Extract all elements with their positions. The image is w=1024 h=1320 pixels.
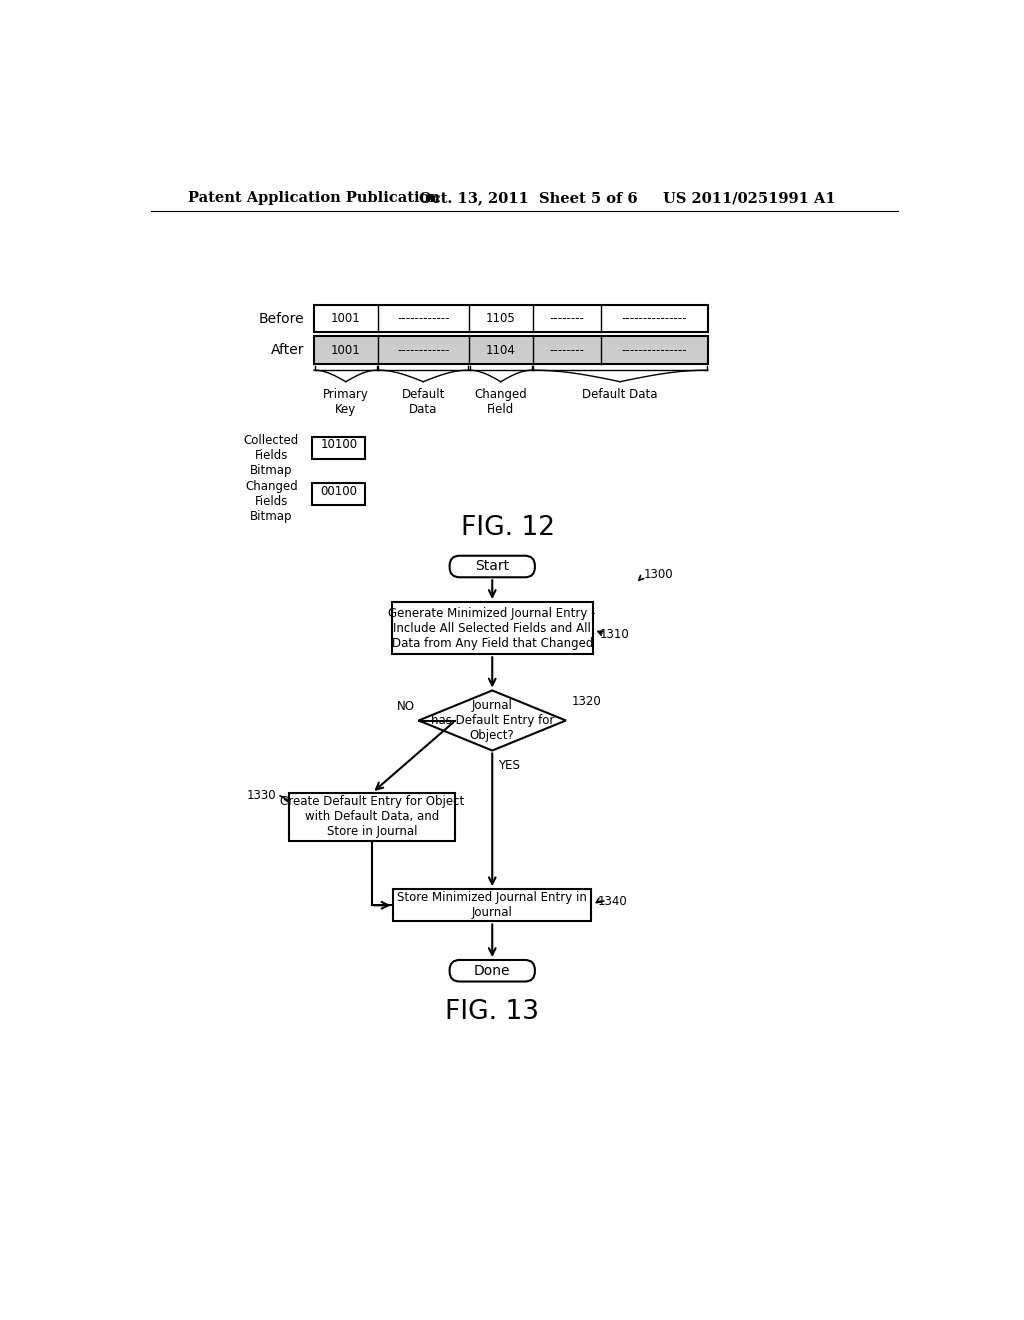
Bar <box>314 305 708 333</box>
Text: Create Default Entry for Object
with Default Data, and
Store in Journal: Create Default Entry for Object with Def… <box>280 795 464 838</box>
Text: ------------: ------------ <box>397 312 450 325</box>
FancyBboxPatch shape <box>450 960 535 982</box>
Text: NO: NO <box>396 700 415 713</box>
Text: Done: Done <box>474 964 511 978</box>
Bar <box>391 602 593 655</box>
Text: ---------------: --------------- <box>622 343 687 356</box>
Text: Before: Before <box>259 312 305 326</box>
Text: FIG. 13: FIG. 13 <box>445 998 540 1024</box>
Text: 1330: 1330 <box>246 788 275 801</box>
Polygon shape <box>419 690 566 751</box>
Text: 1001: 1001 <box>331 343 360 356</box>
Text: 10100: 10100 <box>321 438 357 451</box>
Text: 1300: 1300 <box>643 568 673 581</box>
Text: 1105: 1105 <box>486 312 516 325</box>
Text: 00100: 00100 <box>321 484 357 498</box>
Text: 1320: 1320 <box>572 694 602 708</box>
Bar <box>314 337 708 364</box>
Text: FIG. 12: FIG. 12 <box>461 515 555 541</box>
Text: Primary
Key: Primary Key <box>323 388 369 416</box>
Text: 1310: 1310 <box>599 628 629 640</box>
Text: Oct. 13, 2011  Sheet 5 of 6: Oct. 13, 2011 Sheet 5 of 6 <box>419 191 637 206</box>
Text: US 2011/0251991 A1: US 2011/0251991 A1 <box>663 191 836 206</box>
Text: YES: YES <box>499 759 520 772</box>
Text: Changed
Field: Changed Field <box>474 388 527 416</box>
Text: 1001: 1001 <box>331 312 360 325</box>
FancyBboxPatch shape <box>450 556 535 577</box>
Text: Default Data: Default Data <box>583 388 657 401</box>
Bar <box>393 890 591 921</box>
Text: Patent Application Publication: Patent Application Publication <box>188 191 440 206</box>
Text: ---------------: --------------- <box>622 312 687 325</box>
Text: --------: -------- <box>549 312 584 325</box>
Bar <box>289 793 456 841</box>
Text: --------: -------- <box>549 343 584 356</box>
Text: ------------: ------------ <box>397 343 450 356</box>
Text: 1104: 1104 <box>485 343 516 356</box>
Text: Start: Start <box>475 560 509 573</box>
Bar <box>312 483 366 506</box>
Bar <box>312 437 366 459</box>
Text: Generate Minimized Journal Entry -
Include All Selected Fields and All
Data from: Generate Minimized Journal Entry - Inclu… <box>388 607 596 649</box>
Text: Collected
Fields
Bitmap: Collected Fields Bitmap <box>244 434 299 477</box>
Text: After: After <box>271 343 305 358</box>
Text: Changed
Fields
Bitmap: Changed Fields Bitmap <box>245 480 298 523</box>
Text: 1340: 1340 <box>597 895 627 908</box>
Text: Default
Data: Default Data <box>401 388 445 416</box>
Text: Journal
has Default Entry for
Object?: Journal has Default Entry for Object? <box>430 700 554 742</box>
Text: Store Minimized Journal Entry in
Journal: Store Minimized Journal Entry in Journal <box>397 891 587 919</box>
